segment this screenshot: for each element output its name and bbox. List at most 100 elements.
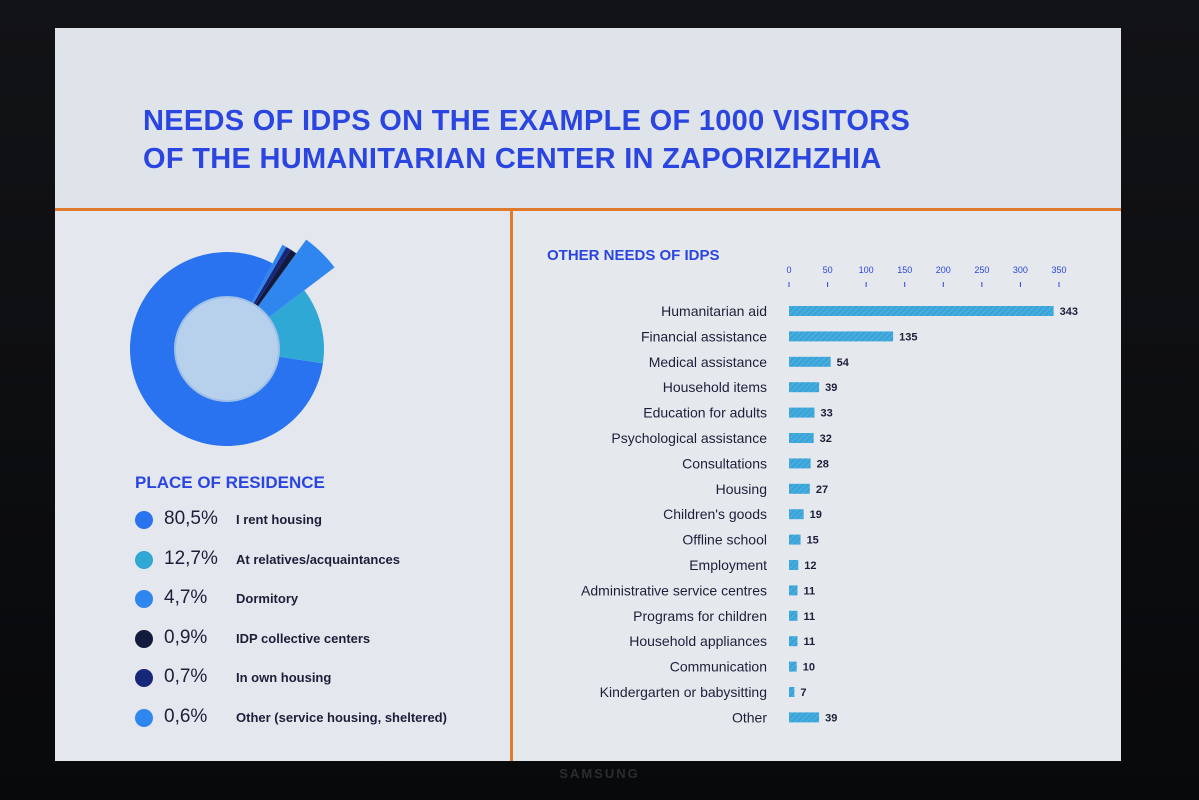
legend-item: 4,7% Dormitory: [135, 584, 505, 614]
legend-item: 0,9% IDP collective centers: [135, 624, 505, 654]
category-label: Household appliances: [629, 633, 767, 649]
bar-value-label: 7: [800, 687, 806, 699]
legend-percent: 0,7%: [164, 666, 208, 687]
legend-swatch: [135, 511, 153, 529]
category-label: Children's goods: [663, 506, 767, 522]
bar-value-label: 11: [803, 636, 815, 648]
residence-donut-chart: [130, 239, 335, 446]
bar: [789, 560, 799, 570]
bar: [789, 712, 820, 723]
x-tick-label: 200: [936, 265, 951, 275]
donut-hole: [174, 296, 280, 402]
title-area: NEEDS OF IDPS ON THE EXAMPLE OF 1000 VIS…: [55, 28, 1121, 208]
category-label: Programs for children: [633, 608, 767, 624]
bar: [789, 331, 894, 342]
x-tick-label: 150: [897, 265, 912, 275]
bar: [789, 509, 804, 520]
legend-label: In own housing: [236, 670, 332, 685]
legend-percent: 0,9%: [164, 626, 208, 648]
donut-slice-5: [251, 244, 287, 305]
bar-value-label: 39: [825, 382, 837, 394]
x-tick-label: 0: [786, 265, 791, 275]
x-tick-label: 50: [823, 265, 833, 275]
category-label: Communication: [670, 659, 767, 675]
vertical-divider: [510, 211, 513, 761]
donut-slice-4: [253, 246, 291, 306]
category-label: Humanitarian aid: [661, 303, 767, 319]
legend-swatch: [135, 590, 153, 608]
title-line-2: OF THE HUMANITARIAN CENTER IN ZAPORIZHZH…: [143, 143, 882, 175]
category-label: Kindergarten or babysitting: [600, 684, 767, 700]
category-label: Medical assistance: [649, 354, 767, 370]
bar: [789, 610, 798, 621]
category-label: Housing: [716, 481, 767, 497]
page-title: NEEDS OF IDPS ON THE EXAMPLE OF 1000 VIS…: [143, 102, 1103, 178]
legend-swatch: [135, 550, 153, 569]
category-label: Education for adults: [643, 405, 767, 421]
bar-value-label: 135: [899, 331, 917, 343]
monitor-brand-logo: SAMSUNG: [559, 766, 640, 781]
category-label: Employment: [689, 557, 767, 573]
bar: [789, 661, 797, 672]
residence-legend-title: PLACE OF RESIDENCE: [135, 473, 325, 492]
x-tick-label: 350: [1051, 265, 1066, 275]
legend-percent: 80,5%: [164, 508, 218, 529]
legend-item: 0,7% In own housing: [135, 663, 505, 693]
category-label: Other: [732, 709, 767, 725]
screen: NEEDS OF IDPS ON THE EXAMPLE OF 1000 VIS…: [55, 28, 1121, 761]
x-tick-label: 100: [859, 265, 874, 275]
bar: [789, 636, 798, 647]
needs-chart-title: OTHER NEEDS OF IDPS: [547, 247, 720, 264]
legend-label: I rent housing: [236, 512, 322, 527]
bar-value-label: 27: [816, 484, 828, 496]
legend-swatch: [135, 708, 153, 727]
donut-slice-0: [130, 252, 323, 446]
category-label: Administrative service centres: [581, 582, 767, 598]
bar: [789, 356, 831, 367]
bar-value-label: 12: [804, 560, 816, 572]
bar-value-label: 11: [803, 611, 815, 623]
legend-label: At relatives/acquaintances: [236, 551, 401, 567]
bar: [789, 483, 810, 494]
legend-percent: 12,7%: [164, 547, 218, 569]
bar-value-label: 343: [1060, 306, 1078, 318]
category-label: Consultations: [682, 455, 767, 471]
category-label: Psychological assistance: [611, 430, 767, 446]
donut-slice-3: [255, 249, 297, 307]
legend-item: 0,6% Other (service housing, sheltered): [135, 703, 505, 733]
category-label: Financial assistance: [641, 328, 767, 344]
bar: [789, 458, 811, 469]
bar: [789, 585, 798, 596]
legend-label: IDP collective centers: [236, 630, 371, 646]
legend-label: Other (service housing, sheltered): [236, 709, 447, 725]
legend-swatch: [135, 629, 153, 648]
needs-panel: OTHER NEEDS OF IDPS 0 50 100 150 200 250 300 35…: [513, 211, 1121, 761]
legend-item: 12,7% At relatives/acquaintances: [135, 545, 505, 575]
legend-percent: 0,6%: [164, 705, 208, 727]
legend-item: 80,5% I rent housing: [135, 505, 505, 535]
x-tick-label: 250: [974, 265, 989, 275]
legend-swatch: [135, 669, 153, 687]
bar-value-label: 32: [820, 433, 832, 445]
bar-value-label: 28: [817, 458, 829, 470]
category-label: Household items: [663, 379, 767, 395]
donut-slice-1: [268, 290, 324, 364]
bar: [789, 534, 801, 545]
bar: [789, 382, 820, 393]
bar-value-label: 15: [807, 535, 819, 547]
needs-bar-chart: 0 50 100 150 200 250 300 350 Humanitarian aid 343…: [581, 265, 1078, 725]
donut-slice-2: [257, 239, 335, 318]
bar: [789, 407, 815, 418]
bar-value-label: 19: [810, 509, 822, 521]
bar-value-label: 54: [837, 357, 850, 369]
x-tick-label: 300: [1013, 265, 1028, 275]
bar: [789, 433, 814, 443]
bar-value-label: 11: [803, 585, 815, 597]
residence-panel: PLACE OF RESIDENCE 80,5% I rent housing 12…: [55, 211, 510, 761]
category-label: Offline school: [682, 532, 767, 548]
legend-label: Dormitory: [236, 591, 299, 606]
bar: [789, 687, 795, 697]
bar-value-label: 39: [825, 712, 837, 724]
bar-value-label: 10: [803, 662, 815, 674]
legend-percent: 4,7%: [164, 587, 208, 608]
